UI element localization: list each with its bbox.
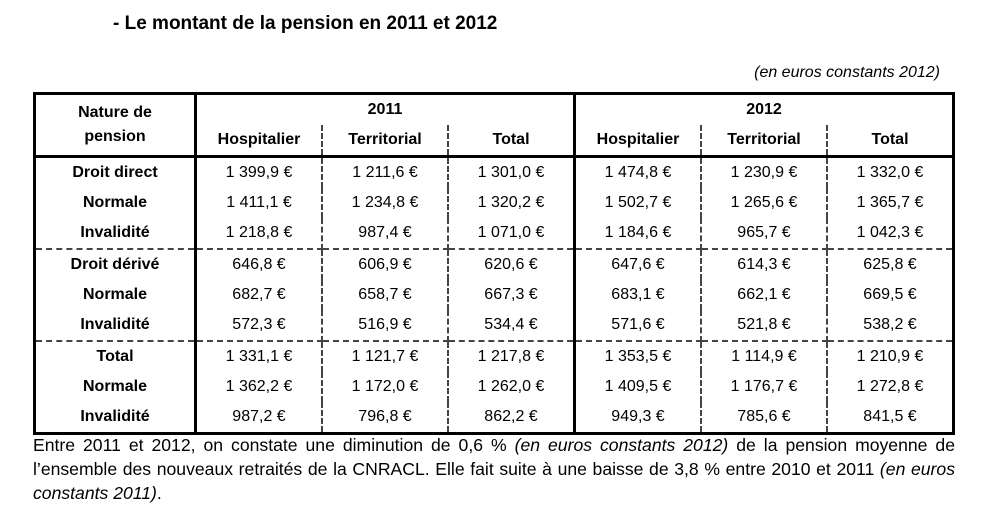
table-cell: 1 234,8 € bbox=[322, 188, 449, 218]
table-cell: 521,8 € bbox=[701, 310, 828, 342]
table-cell: 785,6 € bbox=[701, 402, 828, 434]
table-cell: 987,4 € bbox=[322, 218, 449, 250]
table-cell: 1 262,0 € bbox=[448, 372, 576, 402]
table-cell: 1 071,0 € bbox=[448, 218, 576, 250]
para-text-2: de la pension moyenne de l’ensemble des … bbox=[33, 435, 955, 479]
units-note: (en euros constants 2012) bbox=[754, 64, 940, 81]
table-cell: 862,2 € bbox=[448, 402, 576, 434]
table-cell: 516,9 € bbox=[322, 310, 449, 342]
row-label: Normale bbox=[34, 188, 197, 218]
table-cell: 1 399,9 € bbox=[195, 156, 323, 188]
table-cell: 1 176,7 € bbox=[701, 372, 828, 402]
table-row: Normale 682,7 €658,7 €667,3 €683,1 €662,1… bbox=[34, 280, 954, 310]
para-italic-2: (en euros constants 2011) bbox=[33, 459, 955, 503]
table-cell: 841,5 € bbox=[863, 408, 917, 425]
row-label: Normale bbox=[34, 372, 197, 402]
table-row: Invalidité 1 218,8 €987,4 €1 071,0 €1 184… bbox=[34, 218, 954, 250]
table-cell: 1 272,8 € bbox=[856, 378, 924, 395]
table-cell: 1 331,1 € bbox=[195, 341, 323, 372]
table-cell: 1 320,2 € bbox=[448, 188, 576, 218]
table-cell: 1 332,0 € bbox=[856, 164, 924, 181]
para-italic-1: (en euros constants 2012) bbox=[514, 435, 729, 455]
table-cell: 796,8 € bbox=[322, 402, 449, 434]
table-row: Normale 1 411,1 €1 234,8 €1 320,2 €1 502,… bbox=[34, 188, 954, 218]
table-row: Invalidité 572,3 €516,9 €534,4 €571,6 €52… bbox=[34, 310, 954, 342]
year-header-2012: 2012 bbox=[746, 101, 782, 118]
table-cell: 949,3 € bbox=[574, 402, 702, 434]
table-cell: 987,2 € bbox=[195, 402, 323, 434]
year-header-2011: 2011 bbox=[195, 93, 576, 125]
para-text-3: . bbox=[156, 483, 162, 503]
table-cell: 1 411,1 € bbox=[195, 188, 323, 218]
row-label: Invalidité bbox=[34, 310, 197, 342]
table-cell: 1 409,5 € bbox=[574, 372, 702, 402]
table-cell: 614,3 € bbox=[701, 249, 828, 280]
table-cell: 1 042,3 € bbox=[827, 218, 954, 250]
table-cell: 658,7 € bbox=[322, 280, 449, 310]
table-cell: 1 362,2 € bbox=[195, 372, 323, 402]
table-cell: 965,7 € bbox=[701, 218, 828, 250]
table-cell: 647,6 € bbox=[574, 249, 702, 280]
row-label: Total bbox=[34, 341, 197, 372]
table-cell: 1 502,7 € bbox=[574, 188, 702, 218]
table-cell: 646,8 € bbox=[195, 249, 323, 280]
row-label: Invalidité bbox=[34, 218, 197, 250]
row-label: Normale bbox=[34, 280, 197, 310]
table-row: Normale 1 362,2 €1 172,0 €1 262,0 €1 409,… bbox=[34, 372, 954, 402]
table-cell: 683,1 € bbox=[574, 280, 702, 310]
row-label: Invalidité bbox=[34, 402, 197, 434]
table-cell: 534,4 € bbox=[448, 310, 576, 342]
table-cell: 538,2 € bbox=[827, 310, 954, 342]
table-cell: 669,5 € bbox=[863, 286, 917, 303]
table-cell: 571,6 € bbox=[574, 310, 702, 342]
table-cell: 1 121,7 € bbox=[322, 341, 449, 372]
corner-label-line2: pension bbox=[84, 128, 146, 145]
table-cell: 625,8 € bbox=[863, 256, 917, 273]
section-title: - Le montant de la pension en 2011 et 20… bbox=[113, 13, 498, 34]
para-text-1: Entre 2011 et 2012, on constate une dimi… bbox=[33, 435, 515, 455]
column-header-hospitalier: Hospitalier bbox=[195, 125, 323, 158]
row-label: Droit direct bbox=[34, 156, 197, 188]
column-header-total: Total bbox=[827, 125, 954, 158]
table-row: Invalidité 987,2 €796,8 €862,2 €949,3 €78… bbox=[34, 402, 954, 434]
table-row: Total 1 331,1 €1 121,7 €1 217,8 €1 353,5 … bbox=[34, 341, 954, 372]
corner-label-line1: Nature de bbox=[78, 104, 152, 121]
table-cell: 1 217,8 € bbox=[448, 341, 576, 372]
table-cell: 1 172,0 € bbox=[322, 372, 449, 402]
column-header-hospitalier: Hospitalier bbox=[574, 125, 702, 158]
table-cell: 572,3 € bbox=[195, 310, 323, 342]
column-header-total: Total bbox=[448, 125, 576, 158]
table-cell: 1 218,8 € bbox=[195, 218, 323, 250]
table-cell: 1 114,9 € bbox=[701, 341, 828, 372]
table-cell: 620,6 € bbox=[448, 249, 576, 280]
table-cell: 606,9 € bbox=[322, 249, 449, 280]
table-cell: 1 353,5 € bbox=[574, 341, 702, 372]
table-cell: 1 365,7 € bbox=[856, 194, 924, 211]
commentary-paragraph: Entre 2011 et 2012, on constate une dimi… bbox=[33, 433, 955, 505]
table-cell: 1 474,8 € bbox=[574, 156, 702, 188]
table-row: Droit dérivé 646,8 €606,9 €620,6 €647,6 €… bbox=[34, 249, 954, 280]
table-cell: 1 230,9 € bbox=[701, 156, 828, 188]
table-cell: 1 265,6 € bbox=[701, 188, 828, 218]
table-cell: 1 184,6 € bbox=[574, 218, 702, 250]
corner-header: Nature de pension bbox=[34, 93, 197, 158]
table-cell: 1 211,6 € bbox=[322, 156, 449, 188]
table-cell: 682,7 € bbox=[195, 280, 323, 310]
column-header-territorial: Territorial bbox=[701, 125, 828, 158]
column-header-territorial: Territorial bbox=[322, 125, 449, 158]
row-label: Droit dérivé bbox=[34, 249, 197, 280]
table-cell: 662,1 € bbox=[701, 280, 828, 310]
table-cell: 667,3 € bbox=[448, 280, 576, 310]
pension-table: Nature de pension 2011 2012 Hospitalier T… bbox=[33, 92, 955, 435]
table-cell: 1 210,9 € bbox=[856, 348, 924, 365]
table-cell: 1 301,0 € bbox=[448, 156, 576, 188]
table-row: Droit direct 1 399,9 €1 211,6 €1 301,0 €1… bbox=[34, 156, 954, 188]
